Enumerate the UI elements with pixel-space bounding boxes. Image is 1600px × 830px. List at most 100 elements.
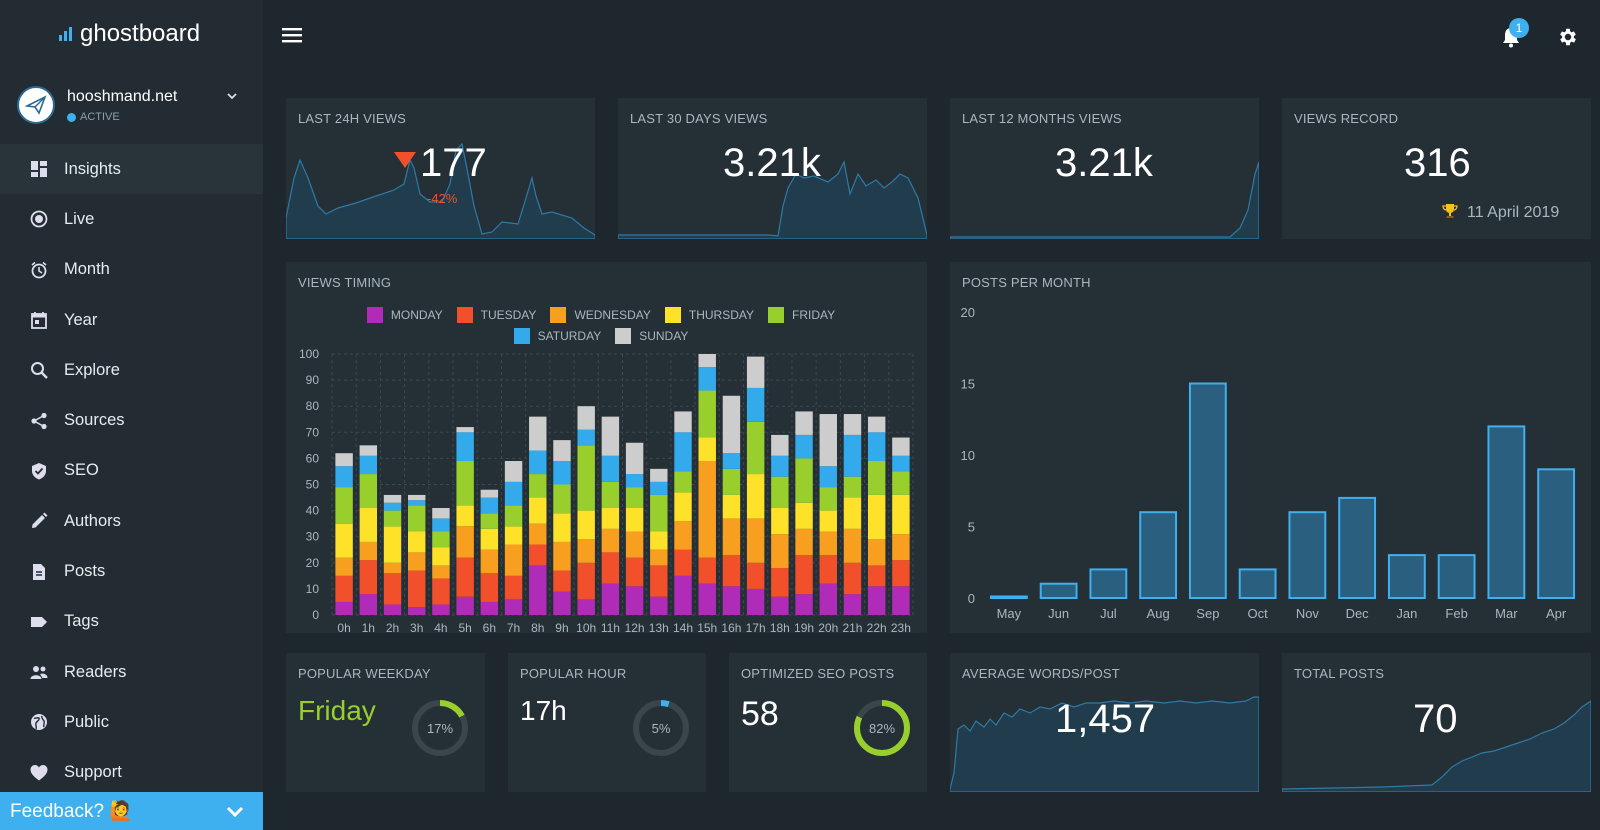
card-popular-weekday: POPULAR WEEKDAY Friday 17% — [286, 653, 485, 792]
legend-item-monday[interactable]: MONDAY — [366, 306, 443, 323]
bar-jan — [1387, 554, 1426, 600]
bar-segment-friday-21h — [843, 476, 862, 498]
brand-logo[interactable]: ghostboard — [59, 20, 200, 48]
sidebar-item-seo[interactable]: SEO — [0, 446, 263, 496]
bar-segment-friday-0h — [335, 487, 353, 524]
sidebar-item-authors[interactable]: Authors — [0, 496, 263, 546]
x-tick-label: 5h — [458, 621, 471, 633]
ring-progress — [854, 700, 910, 756]
card-popular-hour: POPULAR HOUR 17h 5% — [508, 653, 706, 792]
sparkline-total-posts — [1282, 700, 1591, 792]
bar-chart-icon — [59, 27, 72, 41]
legend-item-saturday[interactable]: SATURDAY — [513, 327, 601, 344]
chevron-down-icon[interactable] — [225, 801, 245, 821]
card-posts-per-month: POSTS PER MONTH 0 5 10 15 20 May Jun Jul Aug Sep O… — [950, 262, 1591, 633]
bar-segment-wednesday-22h — [867, 539, 886, 566]
hamburger-menu-icon[interactable] — [282, 27, 302, 43]
bar-segment-sunday-9h — [553, 440, 571, 462]
bar-segment-sunday-0h — [335, 453, 353, 467]
bar-segment-friday-6h — [480, 513, 499, 529]
card-label: LAST 30 DAYS VIEWS — [630, 111, 768, 126]
bar-segment-wednesday-10h — [577, 539, 595, 563]
bar-segment-friday-11h — [601, 481, 620, 508]
gear-icon[interactable] — [1557, 26, 1579, 48]
bar-segment-thursday-3h — [408, 531, 426, 553]
bar-segment-sunday-13h — [650, 468, 668, 482]
views-record-value: 316 — [1404, 141, 1471, 185]
legend-swatch — [550, 306, 567, 323]
sidebar-item-label: Readers — [64, 662, 127, 681]
y-tick-label: 70 — [306, 425, 320, 439]
bar-segment-sunday-22h — [867, 416, 886, 433]
bar-mar — [1487, 425, 1526, 599]
sidebar-item-insights[interactable]: Insights — [0, 144, 263, 195]
popular-hour-ring: 5% — [633, 700, 689, 756]
bar-segment-friday-15h — [698, 390, 716, 438]
x-tick-label: 10h — [576, 621, 596, 633]
bar-segment-friday-19h — [795, 458, 813, 503]
bar-segment-tuesday-18h — [771, 568, 789, 597]
bar-segment-saturday-9h — [553, 461, 571, 485]
feedback-label: Feedback? 🙋 — [10, 801, 133, 822]
legend-item-friday[interactable]: FRIDAY — [768, 306, 835, 323]
feedback-bar[interactable]: Feedback? 🙋 — [0, 792, 263, 830]
last-12-months-views-value: 3.21k — [1055, 141, 1153, 185]
sidebar-item-sources[interactable]: Sources — [0, 395, 263, 445]
x-tick-label: 4h — [434, 621, 447, 633]
bar-segment-saturday-12h — [625, 474, 644, 488]
x-tick-label: 1h — [362, 621, 375, 633]
sidebar-item-posts[interactable]: Posts — [0, 546, 263, 596]
x-tick-label: Sep — [1196, 606, 1219, 621]
bar-segment-tuesday-22h — [867, 565, 886, 587]
card-label: OPTIMIZED SEO POSTS — [741, 666, 895, 681]
bar-segment-saturday-0h — [335, 466, 353, 488]
legend-item-wednesday[interactable]: WEDNESDAY — [550, 306, 651, 323]
bar-segment-sunday-8h — [529, 416, 547, 451]
bar-segment-saturday-5h — [456, 432, 474, 462]
sidebar-item-public[interactable]: Public — [0, 697, 263, 747]
bar-segment-tuesday-17h — [746, 562, 765, 589]
legend-item-tuesday[interactable]: TUESDAY — [456, 306, 536, 323]
legend-item-thursday[interactable]: THURSDAY — [664, 306, 754, 323]
sidebar-item-support[interactable]: Support — [0, 748, 263, 798]
bar-segment-friday-8h — [529, 474, 547, 498]
sidebar-item-month[interactable]: Month — [0, 245, 263, 295]
sidebar-item-label: Insights — [64, 159, 121, 178]
legend-item-sunday[interactable]: SUNDAY — [615, 327, 688, 344]
site-avatar — [17, 86, 55, 124]
sidebar-item-tags[interactable]: Tags — [0, 597, 263, 647]
heart-icon — [30, 764, 48, 781]
brand-name: ghostboard — [80, 20, 201, 47]
bar-segment-sunday-1h — [359, 445, 378, 456]
sparkline-12m — [950, 161, 1259, 239]
bar-segment-monday-16h — [722, 586, 741, 615]
bar-segment-saturday-23h — [892, 455, 910, 472]
bar-segment-wednesday-18h — [771, 534, 789, 569]
sidebar-item-label: Posts — [64, 562, 106, 581]
site-switcher[interactable]: hooshmand.net ACTIVE — [0, 80, 263, 144]
x-tick-label: Jul — [1100, 606, 1117, 621]
card-views-record: VIEWS RECORD 316 11 April 2019 — [1282, 98, 1591, 239]
y-tick-label: 90 — [306, 373, 320, 387]
x-tick-label: May — [997, 606, 1022, 621]
sidebar-item-live[interactable]: Live — [0, 194, 263, 244]
bar-segment-wednesday-11h — [601, 528, 620, 553]
bar-segment-saturday-6h — [480, 497, 499, 514]
bar-segment-sunday-6h — [480, 489, 499, 498]
x-tick-label: 21h — [842, 621, 862, 633]
sidebar-item-readers[interactable]: Readers — [0, 647, 263, 697]
bar-segment-tuesday-14h — [674, 549, 692, 576]
sidebar-item-year[interactable]: Year — [0, 295, 263, 345]
x-tick-label: Jun — [1048, 606, 1069, 621]
legend-label: MONDAY — [390, 307, 443, 322]
bar-segment-saturday-14h — [674, 432, 692, 472]
sidebar-item-explore[interactable]: Explore — [0, 345, 263, 395]
bar-segment-thursday-15h — [698, 437, 716, 462]
bar-segment-friday-23h — [892, 471, 910, 495]
x-tick-label: 13h — [649, 621, 669, 633]
chevron-down-icon[interactable] — [226, 90, 238, 102]
x-tick-label: 0h — [337, 621, 350, 633]
bar-segment-monday-4h — [432, 604, 450, 615]
bar-segment-tuesday-3h — [408, 570, 426, 608]
bar-segment-sunday-7h — [504, 461, 523, 482]
